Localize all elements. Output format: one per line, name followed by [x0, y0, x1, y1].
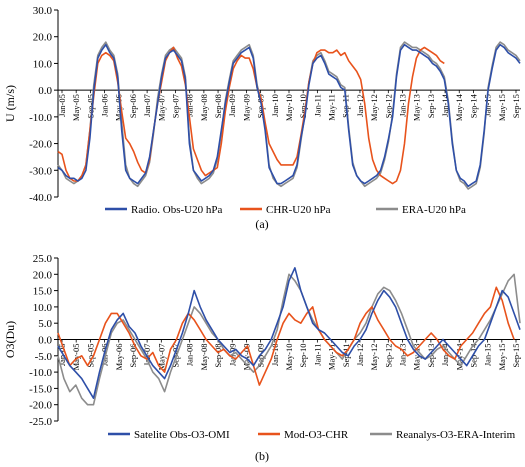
- series-line-1: [57, 43, 521, 188]
- x-tick-label: May-12: [369, 94, 379, 121]
- y-tick-label: 30.0: [33, 5, 53, 17]
- x-tick-label: Jan-08: [185, 344, 195, 367]
- x-tick-label: May-08: [199, 94, 209, 121]
- x-tick-label: May-11: [327, 344, 337, 371]
- y-tick-label: 25.0: [33, 253, 53, 265]
- x-tick-label: Sep-08: [213, 94, 223, 118]
- y-tick-label: 10.0: [33, 58, 53, 70]
- x-tick-label: May-12: [369, 344, 379, 371]
- x-tick-label: May-06: [114, 344, 124, 371]
- x-tick-label: Jan-10: [270, 94, 280, 117]
- x-tick-label: Sep-10: [298, 344, 308, 368]
- x-tick-label: Jan-14: [440, 93, 450, 116]
- x-tick-label: Jan-05: [57, 344, 67, 367]
- legend-label-2: CHR-U20 hPa: [266, 204, 331, 216]
- x-tick-label: Sep-12: [383, 344, 393, 368]
- y-tick-label: 0.0: [38, 85, 52, 97]
- y-tick-label: -25.0: [29, 416, 52, 428]
- y-tick-label: -15.0: [29, 383, 52, 395]
- x-tick-label: May-15: [497, 94, 507, 121]
- legend-label-1: Satelite Obs-O3-OMI: [134, 429, 230, 441]
- x-tick-label: May-13: [412, 344, 422, 371]
- x-tick-label: Jan-14: [440, 343, 450, 366]
- x-tick-label: Sep-12: [383, 94, 393, 118]
- x-tick-label: Jan-08: [185, 94, 195, 117]
- x-tick-label: Jan-09: [227, 94, 237, 117]
- y-tick-label: 20.0: [33, 32, 53, 44]
- x-tick-label: May-13: [412, 94, 422, 121]
- legend-label-1: Radio. Obs-U20 hPa: [131, 204, 222, 216]
- x-tick-label: Sep-09: [256, 94, 266, 118]
- panel-b: 25.0 20.0 15.0 10.0 5.0 0.0 -5.0 -10.0 -15.0 -20.…: [3, 253, 521, 463]
- series-line-3: [57, 273, 521, 406]
- x-tick-label: Sep-14: [468, 93, 478, 118]
- y-tick-label: 20.0: [33, 269, 53, 281]
- x-tick-label: Sep-08: [213, 344, 223, 368]
- x-tick-label: Sep-15: [511, 94, 521, 118]
- x-tick-label: May-10: [284, 94, 294, 121]
- x-tick-label: Sep-07: [171, 94, 181, 118]
- series-line-3: [57, 41, 521, 190]
- x-tick-label: Jan-07: [142, 94, 152, 117]
- x-tick-label: Jan-13: [398, 94, 408, 117]
- x-tick-label: Jan-11: [312, 94, 322, 116]
- x-tick-label: Sep-06: [128, 94, 138, 118]
- x-tick-label: Sep-05: [85, 344, 95, 368]
- legend-label-3: Reanalys-O3-ERA-Interim: [396, 429, 516, 441]
- y-axis-label: U (m/s): [3, 85, 17, 122]
- y-tick-label: 10.0: [33, 302, 53, 314]
- x-tick-label: May-09: [241, 94, 251, 121]
- y-tick-label: 15.0: [33, 286, 53, 298]
- x-tick-label: Sep-05: [85, 94, 95, 118]
- y-tick-label: -20.0: [29, 139, 52, 151]
- x-tick-label: May-15: [497, 344, 507, 371]
- x-tick-label: May-05: [71, 344, 81, 371]
- x-tick-label: Sep-07: [171, 344, 181, 368]
- y-tick-label: -40.0: [29, 192, 52, 204]
- x-tick-label: Jan-13: [398, 344, 408, 367]
- x-tick-label: Sep-15: [511, 344, 521, 368]
- x-tick-label: Jan-15: [483, 94, 493, 117]
- x-tick-label: Jan-06: [100, 94, 110, 117]
- panel-a: 30.0 20.0 10.0 0.0 -10.0 -20.0 -30.0 -40.0 U (m/…: [3, 5, 521, 231]
- x-tick-label: Sep-06: [128, 344, 138, 368]
- x-tick-label: Jan-15: [483, 344, 493, 367]
- series-line-2: [57, 46, 445, 185]
- y-tick-label: -20.0: [29, 400, 52, 412]
- y-tick-label: -30.0: [29, 165, 52, 177]
- x-tick-label: May-05: [71, 94, 81, 121]
- series-line-1: [57, 266, 521, 400]
- y-tick-label: -10.0: [29, 112, 52, 124]
- x-tick-label: May-07: [156, 94, 166, 121]
- x-tick-label: Jan-12: [355, 344, 365, 367]
- x-tick-label: May-08: [199, 344, 209, 371]
- x-tick-label: Jan-05: [57, 94, 67, 117]
- y-tick-label: 5.0: [38, 318, 52, 330]
- x-tick-label: Jan-11: [312, 344, 322, 366]
- x-tick-label: May-09: [241, 344, 251, 371]
- x-tick-label: Sep-13: [426, 94, 436, 118]
- panel-caption: (a): [255, 217, 268, 231]
- x-tick-label: Jan-12: [355, 94, 365, 117]
- panel-caption: (b): [255, 449, 269, 463]
- legend-label-3: ERA-U20 hPa: [402, 204, 466, 216]
- y-tick-label: -5.0: [35, 351, 53, 363]
- x-tick-label: May-10: [284, 344, 294, 371]
- x-tick-label: Jan-10: [270, 344, 280, 367]
- x-tick-label: May-11: [327, 94, 337, 121]
- y-tick-label: -10.0: [29, 367, 52, 379]
- x-tick-label: Sep-10: [298, 94, 308, 118]
- x-tick-label: May-14: [454, 93, 464, 121]
- y-axis-label: O3(Du): [3, 321, 17, 358]
- x-tick-label: Sep-11: [341, 344, 351, 368]
- y-tick-label: 0.0: [38, 335, 52, 347]
- x-tick-label: May-06: [114, 94, 124, 121]
- series-line-2: [57, 286, 515, 386]
- legend-label-2: Mod-O3-CHR: [284, 429, 349, 441]
- x-tick-label: May-07: [156, 344, 166, 371]
